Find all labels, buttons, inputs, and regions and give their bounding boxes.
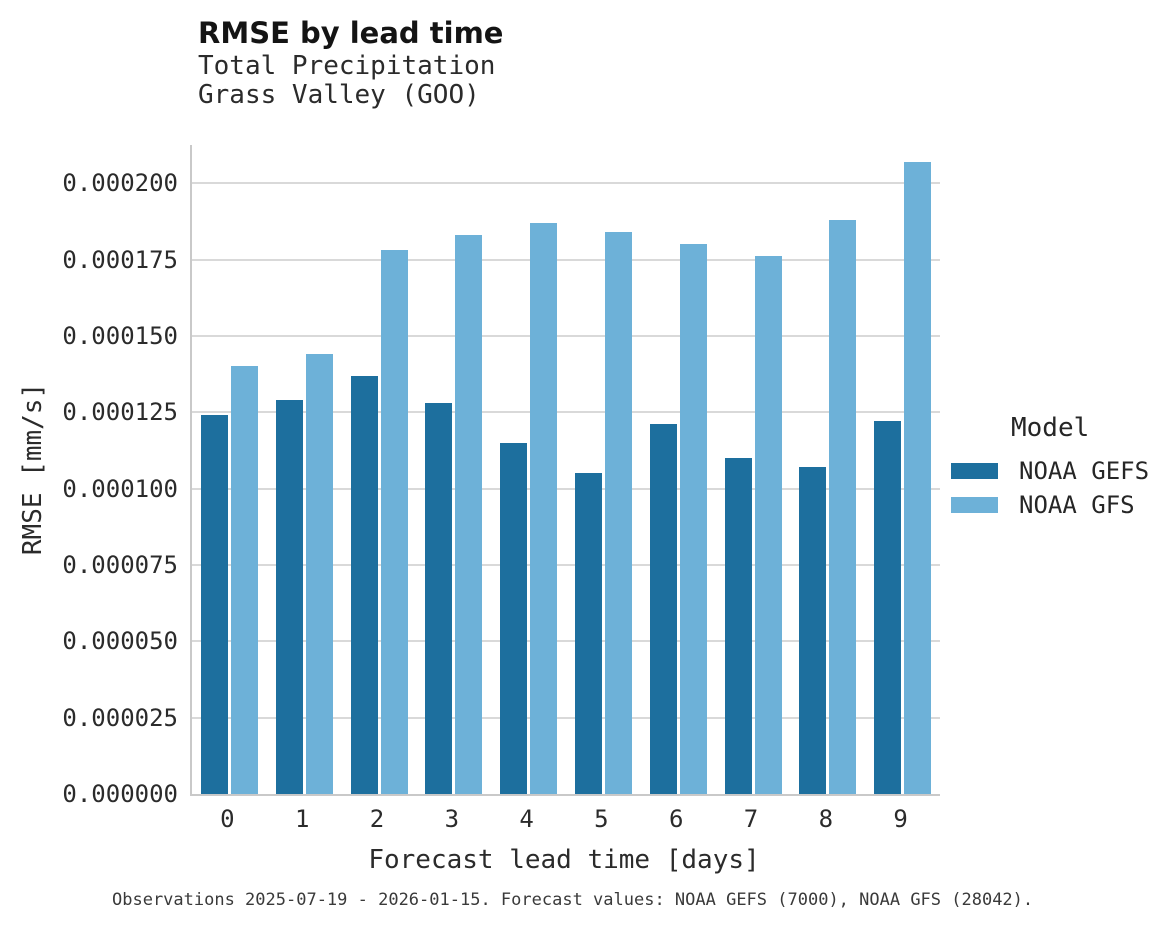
legend-label: NOAA GEFS [1019, 457, 1150, 485]
bar-noaa-gefs-lead-0 [200, 415, 228, 794]
bar-noaa-gefs-lead-1 [275, 400, 303, 794]
y-tick-label: 0.000100 [62, 474, 178, 503]
chart-subtitle-variable: Total Precipitation [198, 51, 496, 81]
legend-entry-noaa-gfs: NOAA GFS [951, 488, 1149, 522]
chart-subtitle-station: Grass Valley (GOO) [198, 80, 480, 110]
gridline [192, 563, 940, 566]
bar-noaa-gfs-lead-1 [305, 354, 333, 794]
gridline [192, 182, 940, 185]
bar-noaa-gfs-lead-3 [455, 235, 483, 794]
x-axis-title: Forecast lead time [days] [368, 845, 760, 875]
x-tick-label: 4 [519, 805, 534, 833]
y-tick-label: 0.000075 [62, 550, 178, 579]
legend-swatch-noaa-gfs [951, 497, 998, 513]
legend-title: Model [1011, 413, 1090, 443]
bar-noaa-gfs-lead-2 [380, 250, 408, 794]
x-tick-label: 1 [294, 805, 310, 833]
x-tick-label: 0 [220, 805, 235, 833]
bar-noaa-gefs-lead-5 [574, 473, 602, 794]
legend-entry-noaa-gefs: NOAA GEFS [951, 454, 1149, 488]
bar-noaa-gefs-lead-6 [649, 424, 677, 794]
bar-noaa-gfs-lead-6 [679, 244, 707, 794]
bar-noaa-gfs-lead-9 [904, 161, 932, 794]
legend-swatch-noaa-gefs [951, 463, 998, 479]
gridline [192, 640, 940, 643]
x-tick-label: 9 [893, 805, 908, 833]
gridline [192, 334, 940, 337]
gridline [192, 716, 940, 719]
bar-noaa-gfs-lead-5 [604, 232, 632, 794]
bar-noaa-gfs-lead-7 [754, 256, 782, 794]
bar-noaa-gefs-lead-8 [799, 467, 827, 794]
gridline [192, 487, 940, 490]
bar-noaa-gefs-lead-3 [425, 403, 453, 794]
bar-noaa-gefs-lead-9 [874, 421, 902, 794]
bar-noaa-gfs-lead-4 [530, 222, 558, 794]
legend: Model NOAA GEFS NOAA GFS [951, 413, 1149, 522]
y-tick-label: 0.000175 [62, 245, 178, 274]
y-tick-label: 0.000025 [62, 703, 178, 732]
legend-label: NOAA GFS [1019, 491, 1135, 519]
bar-noaa-gefs-lead-2 [350, 375, 378, 794]
gridline [192, 411, 940, 414]
x-tick-label: 6 [668, 805, 684, 833]
x-tick-label: 5 [594, 805, 609, 833]
y-tick-label: 0.000125 [62, 398, 178, 427]
bar-noaa-gfs-lead-0 [230, 366, 258, 794]
chart-title: RMSE by lead time [198, 16, 504, 50]
y-tick-label: 0.000150 [62, 321, 178, 350]
bar-noaa-gefs-lead-4 [500, 442, 528, 794]
x-tick-label: 8 [818, 805, 834, 833]
x-tick-label: 7 [743, 805, 759, 833]
y-tick-label: 0.000200 [62, 169, 178, 198]
footer-caption: Observations 2025-07-19 - 2026-01-15. Fo… [112, 890, 1034, 910]
bar-noaa-gefs-lead-7 [724, 458, 752, 794]
x-tick-label: 2 [369, 805, 385, 833]
gridline [192, 258, 940, 261]
y-tick-label: 0.000000 [62, 780, 178, 808]
x-tick-label: 3 [444, 805, 460, 833]
legend-entries: NOAA GEFS NOAA GFS [951, 454, 1149, 522]
y-tick-label: 0.000050 [62, 627, 178, 656]
plot-area [190, 145, 940, 796]
bar-noaa-gfs-lead-8 [829, 219, 857, 794]
